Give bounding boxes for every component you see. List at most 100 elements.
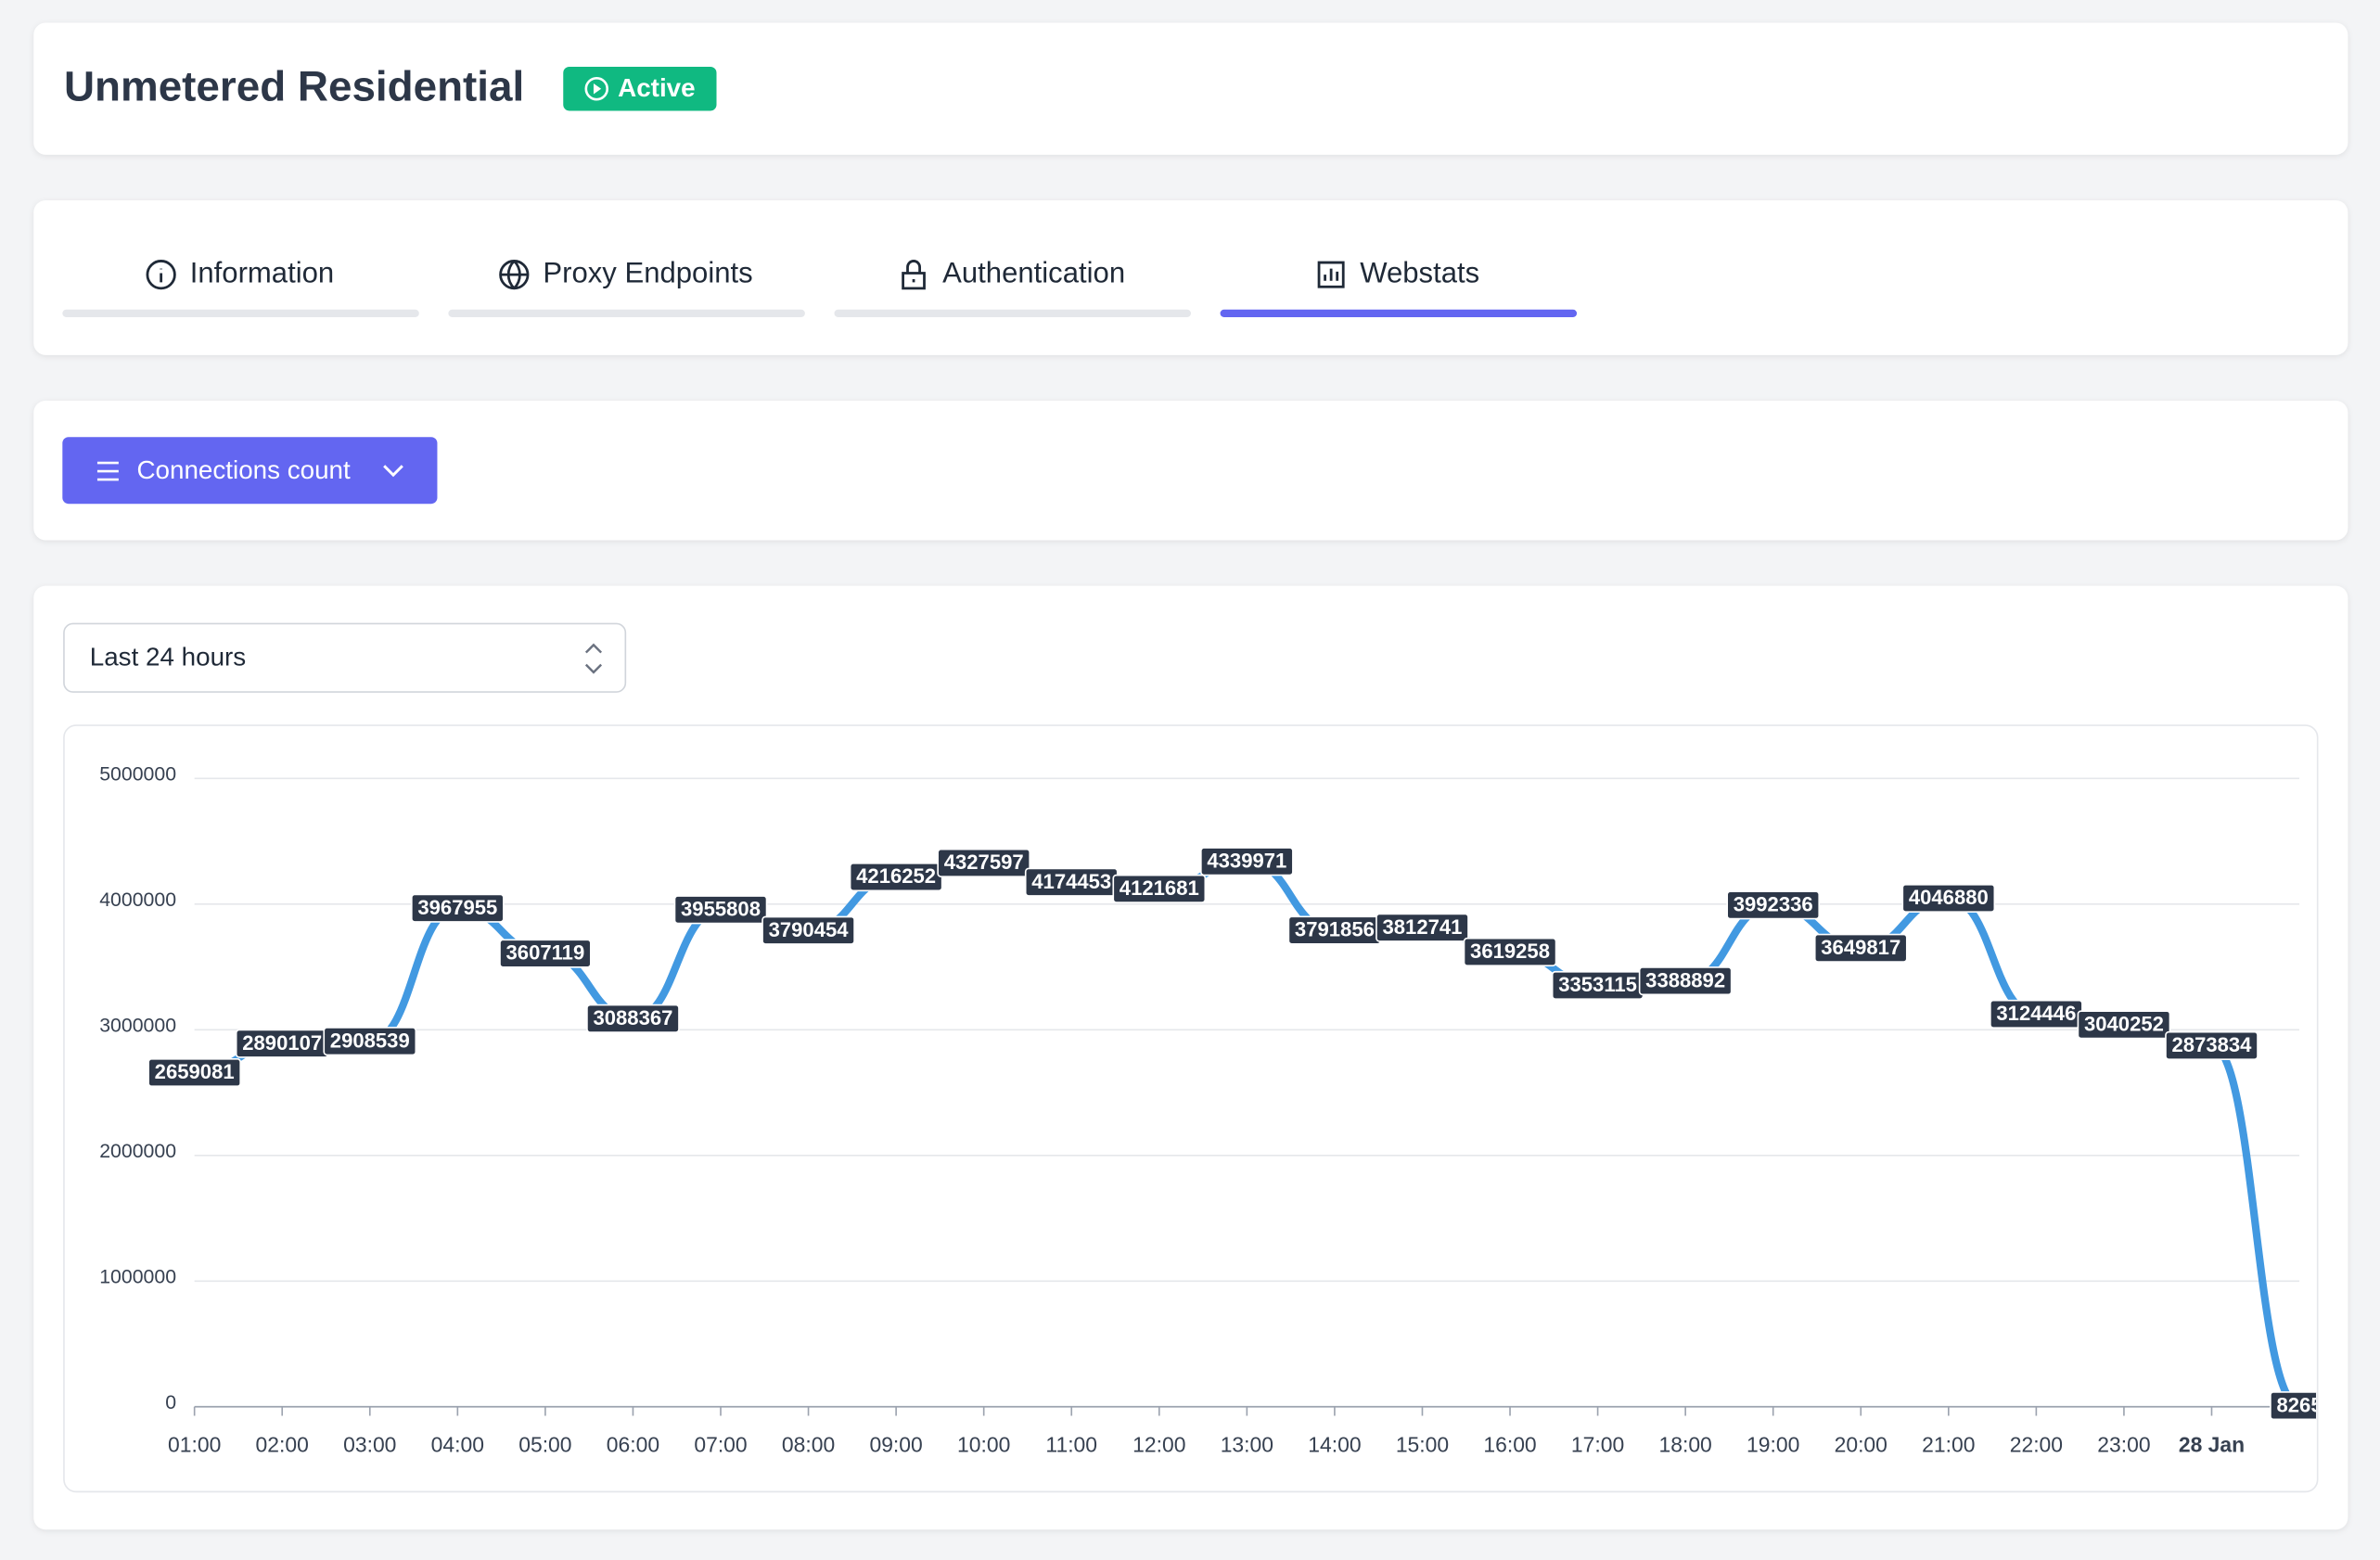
data-label: 4327597 (944, 850, 1024, 874)
y-tick-label: 1000000 (99, 1266, 176, 1288)
data-label: 3353115 (1558, 973, 1637, 996)
tab-icon (902, 260, 926, 290)
data-label: 3124446 (1996, 1002, 2076, 1025)
data-label: 3040252 (2084, 1013, 2164, 1036)
data-label: 4339971 (1207, 849, 1286, 872)
chart: 0 1000000 2000000 3000000 4000000 5000000 01:0… (99, 763, 2322, 1456)
data-label-box (1112, 874, 1207, 903)
data-label: 3791856 (1295, 918, 1375, 941)
data-label-box (323, 1027, 417, 1056)
x-tick-label: 15:00 (1396, 1432, 1449, 1456)
data-label-box (2270, 1391, 2317, 1421)
y-tick-label: 4000000 (99, 889, 176, 911)
x-tick-label: 16:00 (1483, 1432, 1536, 1456)
chart-frame (63, 724, 2319, 1493)
metric-button-label[interactable]: Connections count (136, 455, 351, 484)
metric-card (33, 400, 2348, 541)
menu-icon (96, 461, 119, 481)
status-icon (593, 83, 602, 95)
x-tick-label: 19:00 (1747, 1432, 1799, 1456)
tab-label[interactable]: Proxy Endpoints (543, 256, 752, 288)
tab-icon (146, 260, 176, 290)
data-label-box (410, 893, 505, 923)
x-tick-label: 02:00 (256, 1432, 309, 1456)
data-label: 3790454 (769, 918, 850, 941)
data-label: 3607119 (506, 941, 585, 965)
range-select-label[interactable]: Last 24 hours (90, 642, 246, 671)
x-tick-label: 04:00 (431, 1432, 484, 1456)
data-label: 8265 (2276, 1393, 2322, 1416)
chevron-down (383, 465, 403, 478)
data-label-box (673, 895, 768, 925)
x-tick-label: 12:00 (1132, 1432, 1185, 1456)
x-tick-label: 23:00 (2097, 1432, 2150, 1456)
tab-underline (834, 309, 1191, 317)
data-label-box (1376, 913, 1469, 942)
x-tick-label: 20:00 (1835, 1432, 1887, 1456)
data-label: 3812741 (1382, 915, 1462, 939)
data-label: 3649817 (1821, 936, 1900, 959)
data-label-box (499, 939, 592, 968)
x-tick-label: 13:00 (1221, 1432, 1273, 1456)
data-label: 2873834 (2172, 1033, 2253, 1056)
data-label-box (1638, 966, 1733, 996)
metric-button[interactable] (62, 437, 438, 505)
x-tick-label: 01:00 (168, 1432, 221, 1456)
x-tick-label: 05:00 (518, 1432, 571, 1456)
x-tick-label: 11:00 (1045, 1432, 1097, 1456)
data-label-box (2165, 1030, 2258, 1060)
x-tick-label: 09:00 (869, 1432, 922, 1456)
y-tick-label: 2000000 (99, 1140, 176, 1162)
tab-icon (1317, 261, 1345, 288)
select-icon (584, 643, 603, 674)
tab-label[interactable]: Information (190, 256, 334, 288)
tab-label[interactable]: Authentication (942, 256, 1125, 288)
data-label: 3088367 (593, 1006, 672, 1029)
data-label: 3967955 (417, 896, 497, 919)
tab-underline (448, 309, 805, 317)
x-tick-label: 07:00 (694, 1432, 747, 1456)
data-label-box (1813, 933, 1908, 963)
data-label: 4216252 (856, 864, 936, 888)
data-label: 3619258 (1470, 940, 1550, 963)
tab-icon (499, 260, 530, 290)
data-label: 4046880 (1909, 886, 1989, 909)
y-tick-label: 3000000 (99, 1015, 176, 1037)
data-label-box (1200, 847, 1294, 876)
header-card (33, 22, 2348, 155)
tab-underline (62, 309, 419, 317)
status-icon (584, 76, 609, 101)
data-label: 3388892 (1645, 968, 1725, 991)
data-label: 3992336 (1734, 893, 1813, 916)
data-label: 2890107 (242, 1031, 322, 1055)
status-badge (563, 66, 717, 111)
data-label: 2659081 (155, 1060, 235, 1083)
data-label: 2908539 (330, 1029, 410, 1052)
data-label-box (1463, 937, 1557, 966)
x-tick-label: 28 Jan (2179, 1432, 2245, 1456)
data-label-box (1726, 890, 1821, 920)
range-select[interactable] (63, 622, 627, 693)
x-tick-label: 17:00 (1571, 1432, 1624, 1456)
y-tick-label: 5000000 (99, 763, 176, 786)
data-label-box (937, 848, 1031, 878)
x-tick-label: 03:00 (343, 1432, 396, 1456)
data-label: 3955808 (681, 897, 761, 920)
x-tick-label: 21:00 (1922, 1432, 1975, 1456)
x-tick-label: 06:00 (607, 1432, 659, 1456)
data-label-box (586, 1004, 680, 1033)
x-tick-label: 08:00 (782, 1432, 835, 1456)
data-label: 4121681 (1120, 876, 1199, 900)
x-tick-label: 22:00 (2010, 1432, 2063, 1456)
tab-underline (1220, 309, 1578, 317)
status-text: Active (618, 73, 695, 102)
y-tick-label: 0 (165, 1391, 176, 1413)
x-tick-label: 18:00 (1658, 1432, 1711, 1456)
page-title: Unmetered Residential (64, 63, 524, 110)
data-label-box (1901, 883, 1996, 914)
data-label-box (2077, 1010, 2171, 1040)
tab-label[interactable]: Webstats (1360, 256, 1479, 288)
data-label-box (761, 915, 855, 945)
x-tick-label: 10:00 (957, 1432, 1010, 1456)
